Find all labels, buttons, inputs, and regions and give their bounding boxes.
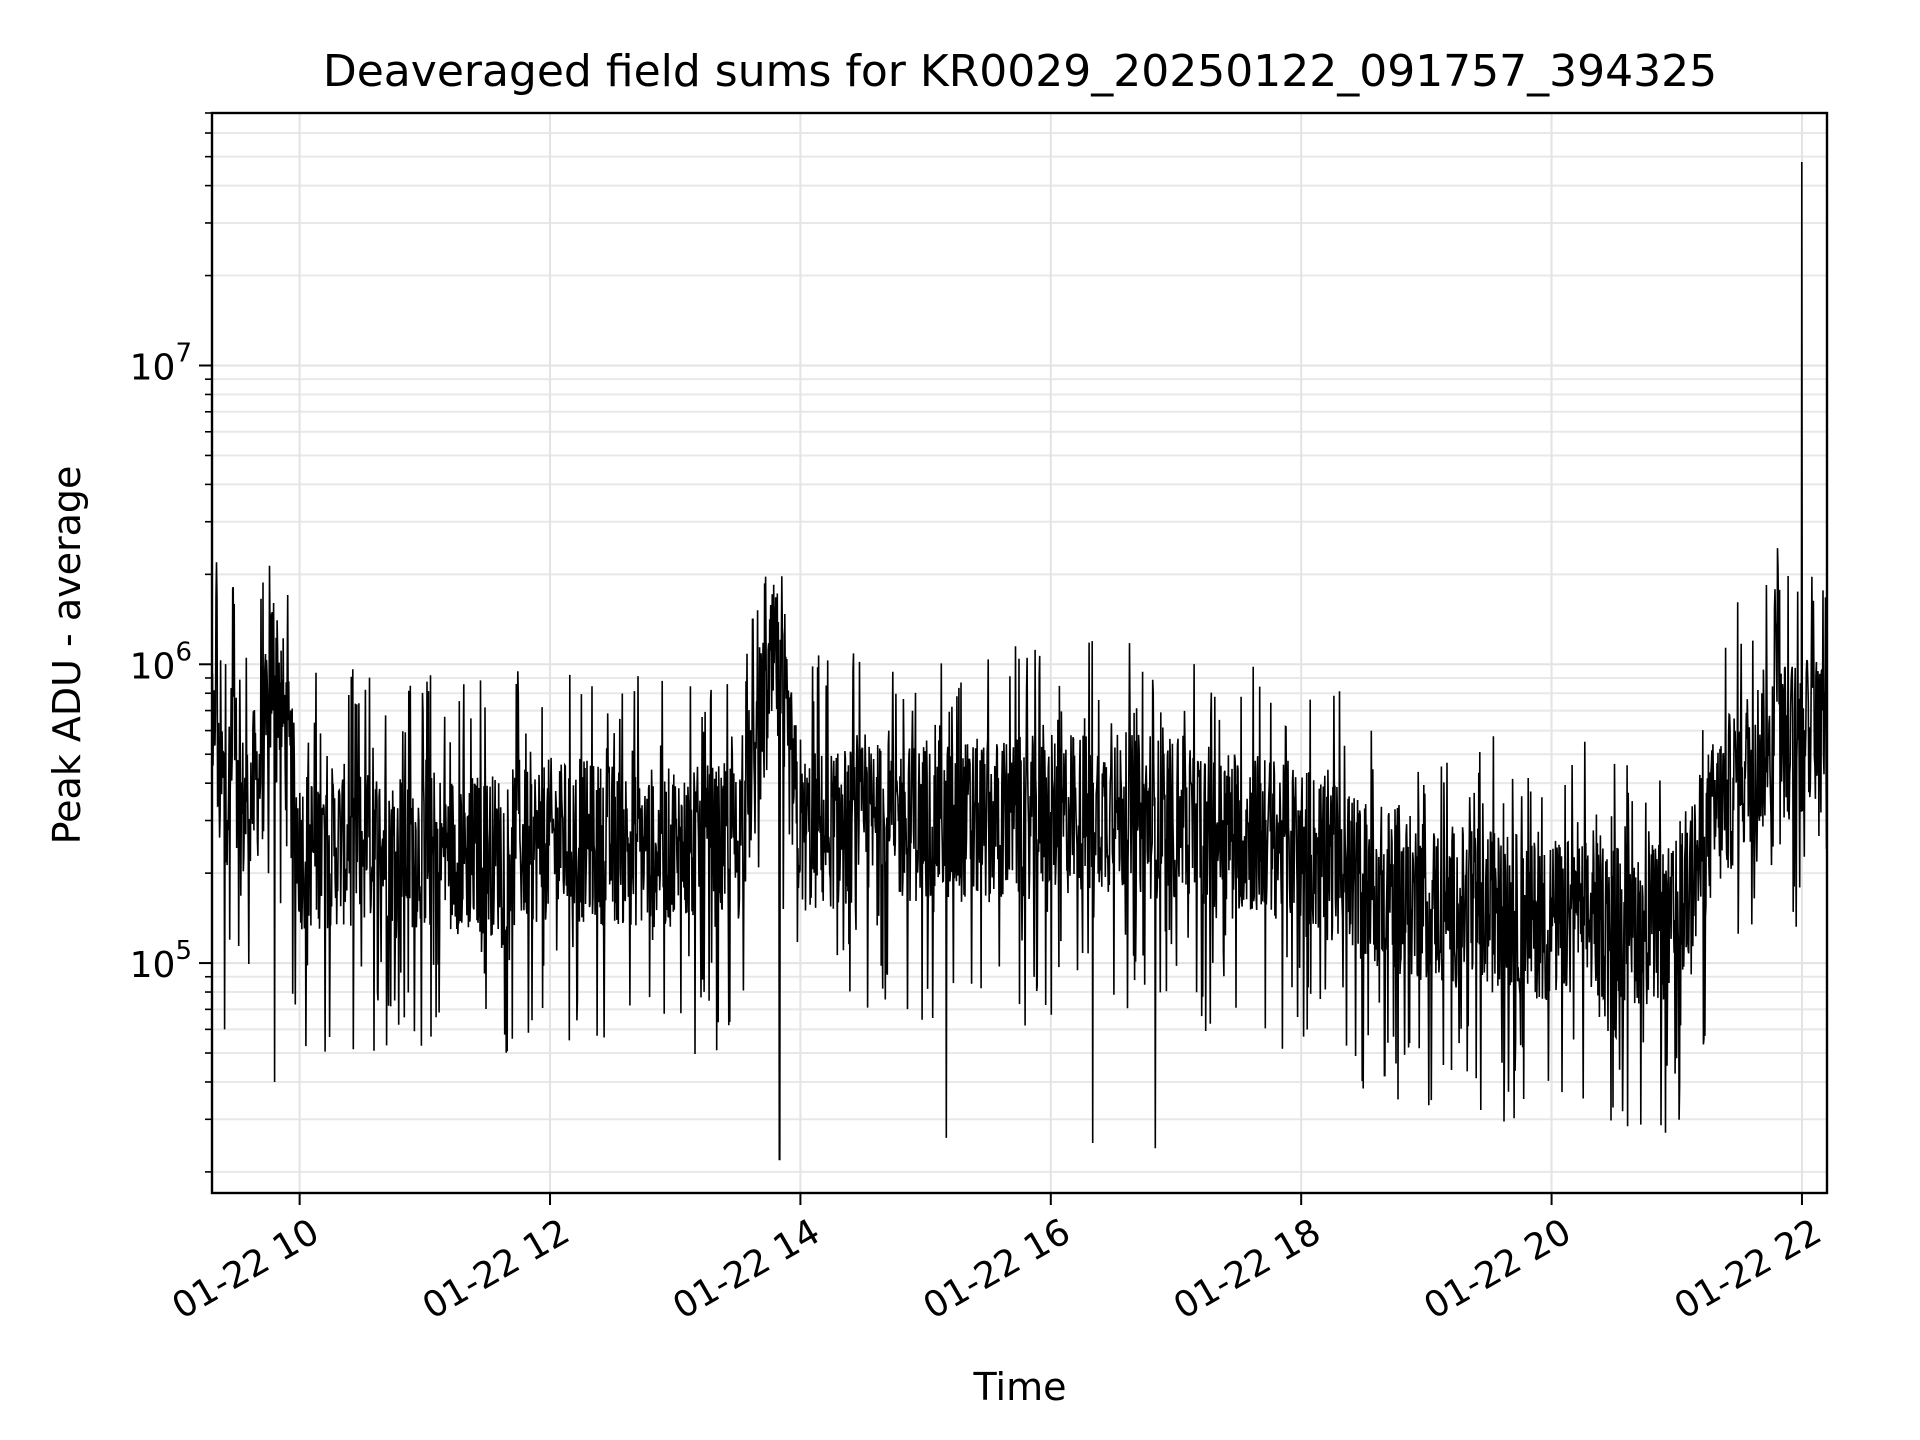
x-tick-label: 01-22 18 [1167,1211,1328,1327]
y-tick-label: 107 [130,339,192,389]
plot-frame [210,111,1829,1195]
y-tick-exponent: 7 [175,339,192,369]
x-tick-label: 01-22 20 [1417,1211,1578,1327]
series-line [211,161,1828,1161]
y-tick-label: 105 [130,936,192,986]
x-tick-label: 01-22 10 [165,1211,326,1327]
x-tick-label: 01-22 16 [917,1211,1078,1327]
y-tick-base: 10 [130,348,176,389]
y-tick-exponent: 5 [175,936,192,966]
y-tick-base: 10 [130,646,176,687]
x-tick-label: 01-22 22 [1668,1211,1829,1327]
y-axis-title: Peak ADU - average [45,466,89,845]
x-tick-label: 01-22 14 [666,1211,827,1327]
grid [212,112,1827,1193]
y-tick-exponent: 6 [175,637,192,667]
x-axis: 01-22 10 01-22 12 01-22 14 01-22 16 01-22 18… [165,1193,1828,1328]
y-tick-base: 10 [130,945,176,986]
x-tick-label: 01-22 12 [416,1211,577,1327]
plot-area [211,161,1828,1161]
chart-title: Deaveraged field sums for KR0029_2025012… [323,46,1717,97]
y-tick-label: 106 [130,637,192,687]
x-axis-title: Time [973,1365,1067,1409]
